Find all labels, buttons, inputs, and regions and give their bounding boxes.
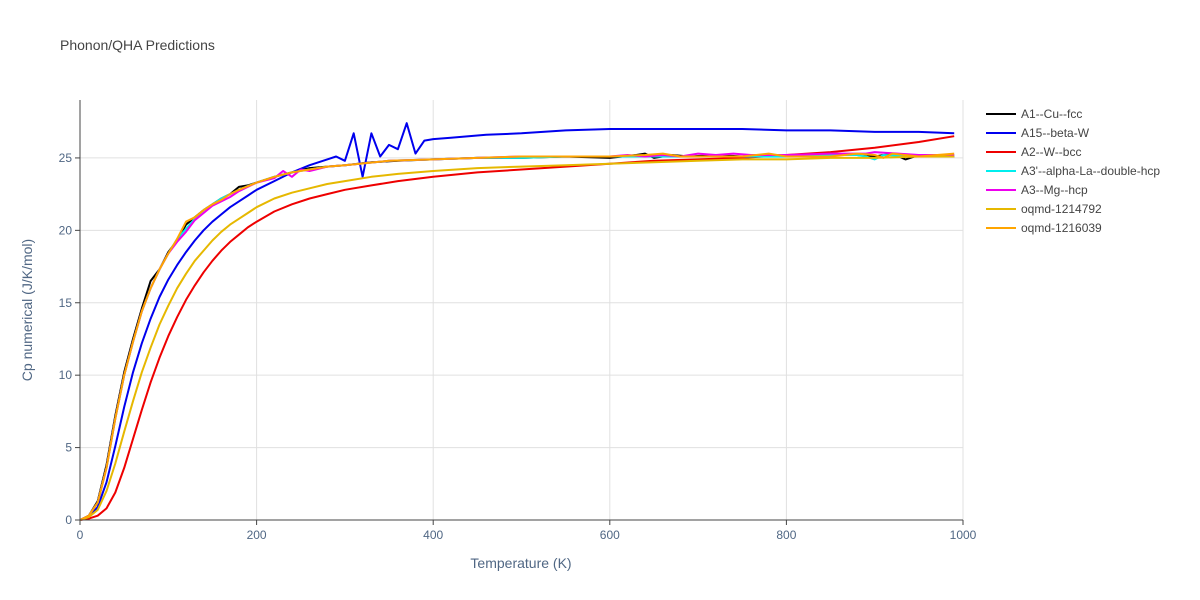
legend-item-6[interactable]: oqmd-1216039	[986, 221, 1102, 235]
grid-layer	[80, 100, 964, 520]
series-line-2	[79, 135, 955, 521]
series-line-3	[79, 154, 955, 521]
legend-item-0[interactable]: A1--Cu--fcc	[986, 107, 1082, 121]
legend-label: A3'--alpha-La--double-hcp	[1021, 164, 1160, 178]
series-layer	[79, 122, 955, 521]
x-tick-label: 1000	[950, 528, 977, 542]
legend-label: A1--Cu--fcc	[1021, 107, 1082, 121]
x-tick-label: 400	[423, 528, 443, 542]
legend-label: oqmd-1214792	[1021, 202, 1102, 216]
legend-item-5[interactable]: oqmd-1214792	[986, 202, 1102, 216]
y-axis-label: Cp numerical (J/K/mol)	[19, 239, 35, 381]
legend-label: A15--beta-W	[1021, 126, 1090, 140]
chart-title: Phonon/QHA Predictions	[60, 37, 215, 53]
y-tick-label: 0	[65, 513, 72, 527]
x-axis-ticks: 0 200 400 600 800 1000	[77, 528, 977, 542]
legend-item-3[interactable]: A3'--alpha-La--double-hcp	[986, 164, 1160, 178]
legend-item-4[interactable]: A3--Mg--hcp	[986, 183, 1088, 197]
series-line-1	[79, 122, 955, 521]
axes-layer	[75, 100, 964, 525]
legend-label: oqmd-1216039	[1021, 221, 1102, 235]
series-line-4	[79, 151, 955, 521]
series-line-5	[79, 155, 955, 521]
y-tick-label: 10	[59, 368, 73, 382]
legend-label: A3--Mg--hcp	[1021, 183, 1088, 197]
y-tick-label: 15	[59, 296, 73, 310]
legend[interactable]: A1--Cu--fcc A15--beta-W A2--W--bcc A3'--alp…	[986, 107, 1160, 235]
y-axis-ticks: 0 5 10 15 20 25	[59, 151, 73, 527]
x-axis-label: Temperature (K)	[470, 555, 571, 571]
series-line-6	[79, 152, 955, 521]
y-tick-label: 25	[59, 151, 73, 165]
legend-label: A2--W--bcc	[1021, 145, 1081, 159]
legend-item-1[interactable]: A15--beta-W	[986, 126, 1090, 140]
y-tick-label: 20	[59, 223, 73, 237]
x-tick-label: 200	[247, 528, 267, 542]
x-tick-label: 800	[776, 528, 796, 542]
y-tick-label: 5	[65, 441, 72, 455]
series-line-0	[79, 152, 955, 521]
x-tick-label: 0	[77, 528, 84, 542]
x-tick-label: 600	[600, 528, 620, 542]
legend-item-2[interactable]: A2--W--bcc	[986, 145, 1081, 159]
